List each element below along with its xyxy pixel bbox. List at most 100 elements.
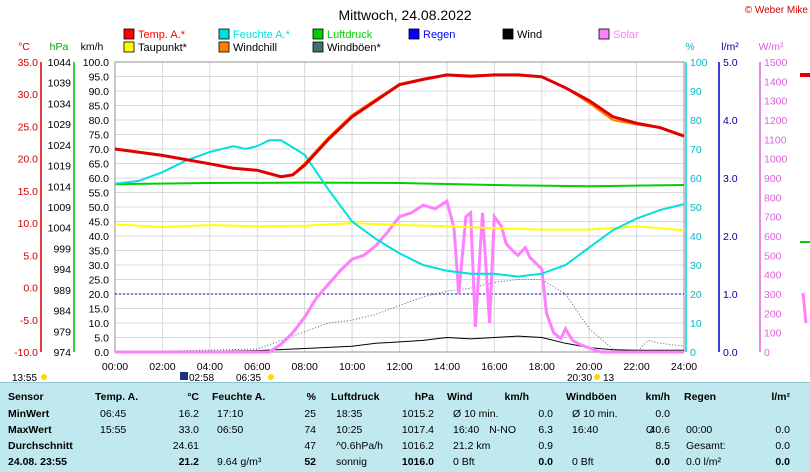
temp-tick-label: 15.0 xyxy=(18,186,39,198)
chart-title: Mittwoch, 24.08.2022 xyxy=(338,7,471,23)
wind-value: 0.0 xyxy=(538,408,553,420)
temp-tick-label: 30.0 xyxy=(18,89,39,101)
legend-label: Temp. A.* xyxy=(138,29,186,41)
x-tick-label: 16:00 xyxy=(481,361,507,373)
temp-axis-title: °C xyxy=(18,41,30,53)
x-tick-label: 04:00 xyxy=(197,361,223,373)
humidity-value: 52 xyxy=(304,456,316,468)
solar-tick-label: 300 xyxy=(764,289,782,301)
wind-value: 6.3 xyxy=(538,424,553,436)
pressure-axis-title: hPa xyxy=(50,41,69,53)
rain-value: 0.0 xyxy=(775,424,790,436)
humidity-time: 17:10 xyxy=(217,408,244,420)
rain-value: 0.0 xyxy=(775,440,790,452)
stats-header: Regen xyxy=(684,391,717,403)
sun-right2-label: 13 xyxy=(603,373,615,382)
solar-tick-label: 100 xyxy=(764,328,782,340)
rain-value: 0.0 xyxy=(775,456,790,468)
stats-header: Sensor xyxy=(8,391,44,403)
gust-value: 40.6 xyxy=(649,424,670,436)
wind-text: 0 Bft xyxy=(453,456,475,468)
pressure-line xyxy=(114,181,685,188)
dewpoint-line xyxy=(114,222,685,232)
pressure-tick-label: 999 xyxy=(53,243,71,255)
x-tick-label: 14:00 xyxy=(434,361,460,373)
weather-chart: Mittwoch, 24.08.2022 © Weber Mike Temp. … xyxy=(12,5,810,382)
sun-markers: 13:55 02:58 06:35 20:30 13 xyxy=(12,372,615,382)
solar-tick-label: 1300 xyxy=(764,96,788,108)
wind-tick-label: 70.0 xyxy=(89,144,110,156)
pressure-tick-label: 979 xyxy=(53,326,71,338)
rain-tick-label: 3.0 xyxy=(723,173,738,185)
pressure-tick-label: 1004 xyxy=(48,223,72,235)
wind-tick-label: 90.0 xyxy=(89,86,110,98)
wind-text: 16:40 xyxy=(453,424,480,436)
solar-tick-label: 700 xyxy=(764,212,782,224)
wind-tick-label: 60.0 xyxy=(89,173,110,185)
x-tick-label: 20:00 xyxy=(576,361,602,373)
pressure-value: 1017.4 xyxy=(401,424,434,436)
legend-label: Luftdruck xyxy=(327,29,373,41)
humidity-tick-label: 30 xyxy=(690,260,702,272)
strip-pressure-mark xyxy=(800,241,810,243)
x-tick-label: 18:00 xyxy=(529,361,555,373)
wind-tick-label: 10.0 xyxy=(89,318,110,330)
temp-tick-label: -10.0 xyxy=(14,347,38,359)
rain-axis-title: l/m² xyxy=(721,41,739,53)
gusts-line xyxy=(114,279,685,353)
solar-axis-title: W/m² xyxy=(758,41,784,53)
wind-tick-label: 55.0 xyxy=(89,188,110,200)
humidity-value: 47 xyxy=(304,440,316,452)
sunset-label: 06:35 xyxy=(236,373,261,382)
stats-header: l/m² xyxy=(771,391,790,403)
statistics-table: Sensor Temp. A. °C Feuchte A.% Luftdruck hPa W… xyxy=(0,382,810,472)
row-label: MinWert xyxy=(8,408,50,420)
rain-text: 0.0 l/m² xyxy=(686,456,722,468)
humidity-tick-label: 50 xyxy=(690,202,702,214)
legend-swatch xyxy=(408,28,420,40)
wind-tick-label: 25.0 xyxy=(89,275,110,287)
gust-text: 0 Bft xyxy=(572,456,594,468)
legend: Temp. A.* Feuchte A.* Luftdruck Regen Wind So… xyxy=(123,28,639,54)
sun-icon xyxy=(41,374,47,380)
temp-value: 24.61 xyxy=(172,440,199,452)
rain-tick-label: 5.0 xyxy=(723,57,738,69)
right-legend-strip xyxy=(800,73,810,324)
humidity-tick-label: 70 xyxy=(690,144,702,156)
stats-header: Luftdruck xyxy=(331,391,380,403)
left-axes: 35.0 30.0 25.0 20.0 15.0 10.0 5.0 0.0 -5.0 -10.0 1… xyxy=(14,57,109,359)
wind-line xyxy=(115,335,684,352)
right-axes: 10090807060504030201005.04.03.02.01.00.0… xyxy=(685,57,788,359)
solar-tick-label: 600 xyxy=(764,231,782,243)
sun-icon xyxy=(268,374,274,380)
stats-header: km/h xyxy=(645,391,670,403)
solar-line xyxy=(115,198,684,354)
solar-tick-label: 800 xyxy=(764,192,782,204)
stats-header: Wind xyxy=(447,391,473,403)
pressure-tick-label: 1044 xyxy=(48,57,72,69)
wind-tick-label: 80.0 xyxy=(89,115,110,127)
humidity-value: 25 xyxy=(304,408,316,420)
legend-label: Wind xyxy=(517,29,542,41)
wind-tick-label: 100.0 xyxy=(83,57,109,69)
x-tick-label: 06:00 xyxy=(244,361,270,373)
pressure-tick-label: 1029 xyxy=(48,119,72,131)
humidity-tick-label: 80 xyxy=(690,115,702,127)
pressure-tick-label: 984 xyxy=(53,306,71,318)
credit-text: © Weber Mike xyxy=(745,5,809,16)
wind-value: 0.0 xyxy=(538,456,553,468)
legend-swatch xyxy=(123,41,135,53)
wind-tick-label: 40.0 xyxy=(89,231,110,243)
row-label: Durchschnitt xyxy=(8,440,73,452)
wind-tick-label: 5.0 xyxy=(94,333,109,345)
legend-swatch xyxy=(312,41,324,53)
pressure-tick-label: 1009 xyxy=(48,202,72,214)
sunrise-label: 02:58 xyxy=(189,373,214,382)
solar-tick-label: 900 xyxy=(764,173,782,185)
temp-tick-label: 0.0 xyxy=(23,283,38,295)
legend-swatch xyxy=(218,28,230,40)
pressure-tick-label: 989 xyxy=(53,285,71,297)
axis-titles: °C hPa km/h% l/m² W/m² xyxy=(18,41,784,53)
pressure-tick-label: 1024 xyxy=(48,140,72,152)
row-label: MaxWert xyxy=(8,424,52,436)
